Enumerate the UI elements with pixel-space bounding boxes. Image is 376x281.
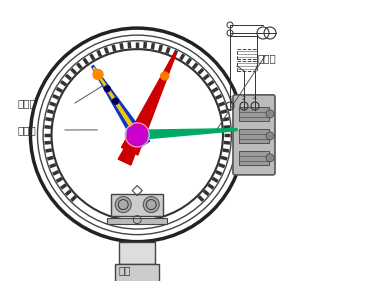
Circle shape <box>143 197 159 213</box>
Bar <box>107 217 167 224</box>
Polygon shape <box>92 65 150 149</box>
Polygon shape <box>93 67 144 144</box>
Circle shape <box>266 110 274 118</box>
Bar <box>119 242 155 264</box>
Circle shape <box>127 125 147 145</box>
Text: 动触点: 动触点 <box>18 125 37 135</box>
Bar <box>111 194 163 216</box>
FancyBboxPatch shape <box>233 95 275 175</box>
Bar <box>239 107 269 121</box>
Circle shape <box>104 86 110 92</box>
Text: 4: 4 <box>253 96 257 101</box>
Polygon shape <box>127 129 237 140</box>
Text: 静触点: 静触点 <box>258 53 277 63</box>
Text: 压力: 压力 <box>118 265 131 275</box>
Polygon shape <box>118 129 143 165</box>
Polygon shape <box>121 53 176 155</box>
Text: 1: 1 <box>228 96 232 101</box>
Circle shape <box>266 154 274 162</box>
Text: 静触点: 静触点 <box>18 98 37 108</box>
Bar <box>115 264 159 281</box>
Circle shape <box>93 69 103 80</box>
Circle shape <box>131 129 143 141</box>
Circle shape <box>266 132 274 140</box>
Bar <box>237 61 257 71</box>
Circle shape <box>161 72 169 80</box>
Bar <box>237 49 257 59</box>
Bar <box>239 151 269 165</box>
Text: 2: 2 <box>242 96 246 101</box>
Bar <box>239 129 269 143</box>
Circle shape <box>112 98 118 104</box>
Circle shape <box>115 197 131 213</box>
